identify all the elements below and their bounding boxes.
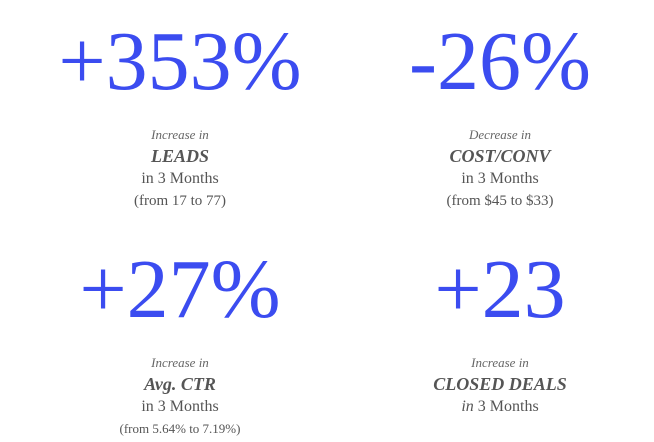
- range-text: (from 5.64% to 7.19%): [119, 421, 241, 436]
- period-text: 3 Months: [477, 398, 539, 415]
- range-text: (from 17 to 77): [133, 193, 227, 209]
- stat-figure: +23: [434, 243, 566, 336]
- stat-block: -26% Decrease in COST/CONV in 3 Months (from…: [340, 20, 654, 212]
- stat-figure: +27%: [79, 243, 281, 336]
- change-label: Decrease in: [469, 127, 531, 142]
- metric-name: COST/CONV: [449, 146, 551, 166]
- change-label: Increase in: [151, 127, 209, 142]
- range-text: (from $45 to $33): [446, 193, 554, 209]
- period-text: in 3 Months: [141, 398, 219, 415]
- change-label: Increase in: [471, 355, 529, 370]
- period-line: in 3 Months: [20, 396, 340, 418]
- period-text: in 3 Months: [461, 170, 539, 187]
- metric-name: Avg. CTR: [144, 374, 216, 394]
- period-lead: in: [461, 398, 474, 415]
- metric-name: CLOSED DEALS: [433, 374, 567, 394]
- stat-figure: +353%: [58, 15, 302, 108]
- stat-block: +353% Increase in LEADS in 3 Months (from 17…: [20, 20, 340, 212]
- period-line: in 3 Months: [340, 396, 654, 418]
- change-label: Increase in: [151, 355, 209, 370]
- stat-block: +27% Increase in Avg. CTR in 3 Months (from …: [20, 248, 340, 440]
- metric-name: LEADS: [150, 146, 210, 166]
- period-line: in 3 Months: [340, 168, 654, 190]
- period-line: in 3 Months: [20, 168, 340, 190]
- stat-block: +23 Increase in CLOSED DEALS in 3 Months: [340, 248, 654, 418]
- period-text: in 3 Months: [141, 170, 219, 187]
- stat-figure: -26%: [409, 15, 591, 108]
